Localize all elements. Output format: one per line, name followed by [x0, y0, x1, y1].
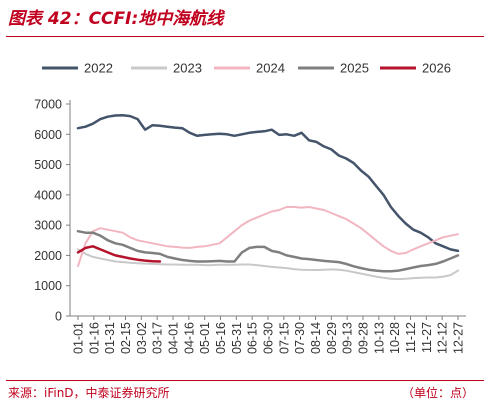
series-line-2025: [76, 229, 460, 273]
x-tick-label: 04-16: [182, 322, 196, 354]
series-line-2026: [76, 245, 162, 263]
y-axis: 0 1000 2000 3000 4000 5000 6000 7000: [34, 98, 71, 324]
x-tick-label: 05-31: [230, 322, 244, 354]
y-tick-label: 4000: [34, 188, 62, 202]
x-tick-label: 01-01: [72, 322, 86, 354]
y-tick-label: 6000: [34, 128, 62, 142]
x-tick-label: 11-27: [420, 322, 434, 353]
x-tick-label: 02-15: [119, 322, 133, 354]
x-tick-label: 12-12: [436, 322, 450, 354]
y-tick-label: 3000: [34, 219, 62, 233]
series-lines: [76, 113, 460, 281]
y-tick-label: 0: [55, 310, 62, 324]
x-tick-label: 09-28: [357, 322, 371, 354]
x-tick-label: 03-02: [135, 322, 149, 354]
x-tick-label: 07-30: [293, 322, 307, 354]
x-tick-label: 08-29: [325, 322, 339, 354]
x-tick-label: 03-17: [151, 322, 165, 354]
y-tick-label: 7000: [34, 98, 62, 112]
series-line-2022: [76, 113, 460, 253]
x-axis: 01-01 01-16 01-31 02-15 03-02 03-17 04-01 04-16…: [70, 315, 466, 354]
legend-label-2022: 2022: [84, 61, 113, 76]
x-tick-label: 12-27: [452, 322, 466, 354]
legend-label-2023: 2023: [173, 61, 202, 76]
source-note: 来源：iFinD，中泰证券研究所: [8, 386, 170, 400]
legend-label-2026: 2026: [422, 61, 451, 76]
x-tick-label: 11-12: [404, 322, 418, 353]
series-line-2023: [77, 248, 459, 281]
chart-legend: 2022 2023 2024 2025 2026: [42, 61, 451, 76]
series-line-2024: [77, 206, 459, 267]
line-chart: 2022 2023 2024 2025 2026 0 1000 2000 3000 4000 50…: [34, 61, 466, 354]
x-tick-label: 10-13: [372, 322, 386, 354]
unit-note: （单位：点）: [401, 386, 474, 400]
x-tick-label: 10-28: [388, 322, 402, 354]
footer-divider: [6, 380, 484, 381]
x-tick-label: 07-15: [277, 322, 291, 354]
title-divider: [6, 36, 484, 37]
y-tick-label: 5000: [34, 158, 62, 172]
x-tick-label: 05-01: [198, 322, 212, 354]
chart-title: 图表 42：CCFI:地中海航线: [8, 9, 224, 29]
x-tick-label: 01-16: [87, 322, 101, 354]
legend-label-2025: 2025: [340, 61, 369, 76]
x-tick-label: 06-30: [262, 322, 276, 354]
x-tick-label: 01-31: [103, 322, 117, 354]
x-tick-label: 06-15: [246, 322, 260, 354]
y-tick-label: 1000: [34, 279, 62, 293]
x-tick-label: 04-01: [167, 322, 181, 354]
x-tick-label: 09-13: [341, 322, 355, 354]
x-tick-label: 05-16: [214, 322, 228, 354]
y-tick-label: 2000: [34, 249, 62, 263]
legend-label-2024: 2024: [256, 61, 285, 76]
x-tick-label: 08-14: [309, 322, 323, 354]
